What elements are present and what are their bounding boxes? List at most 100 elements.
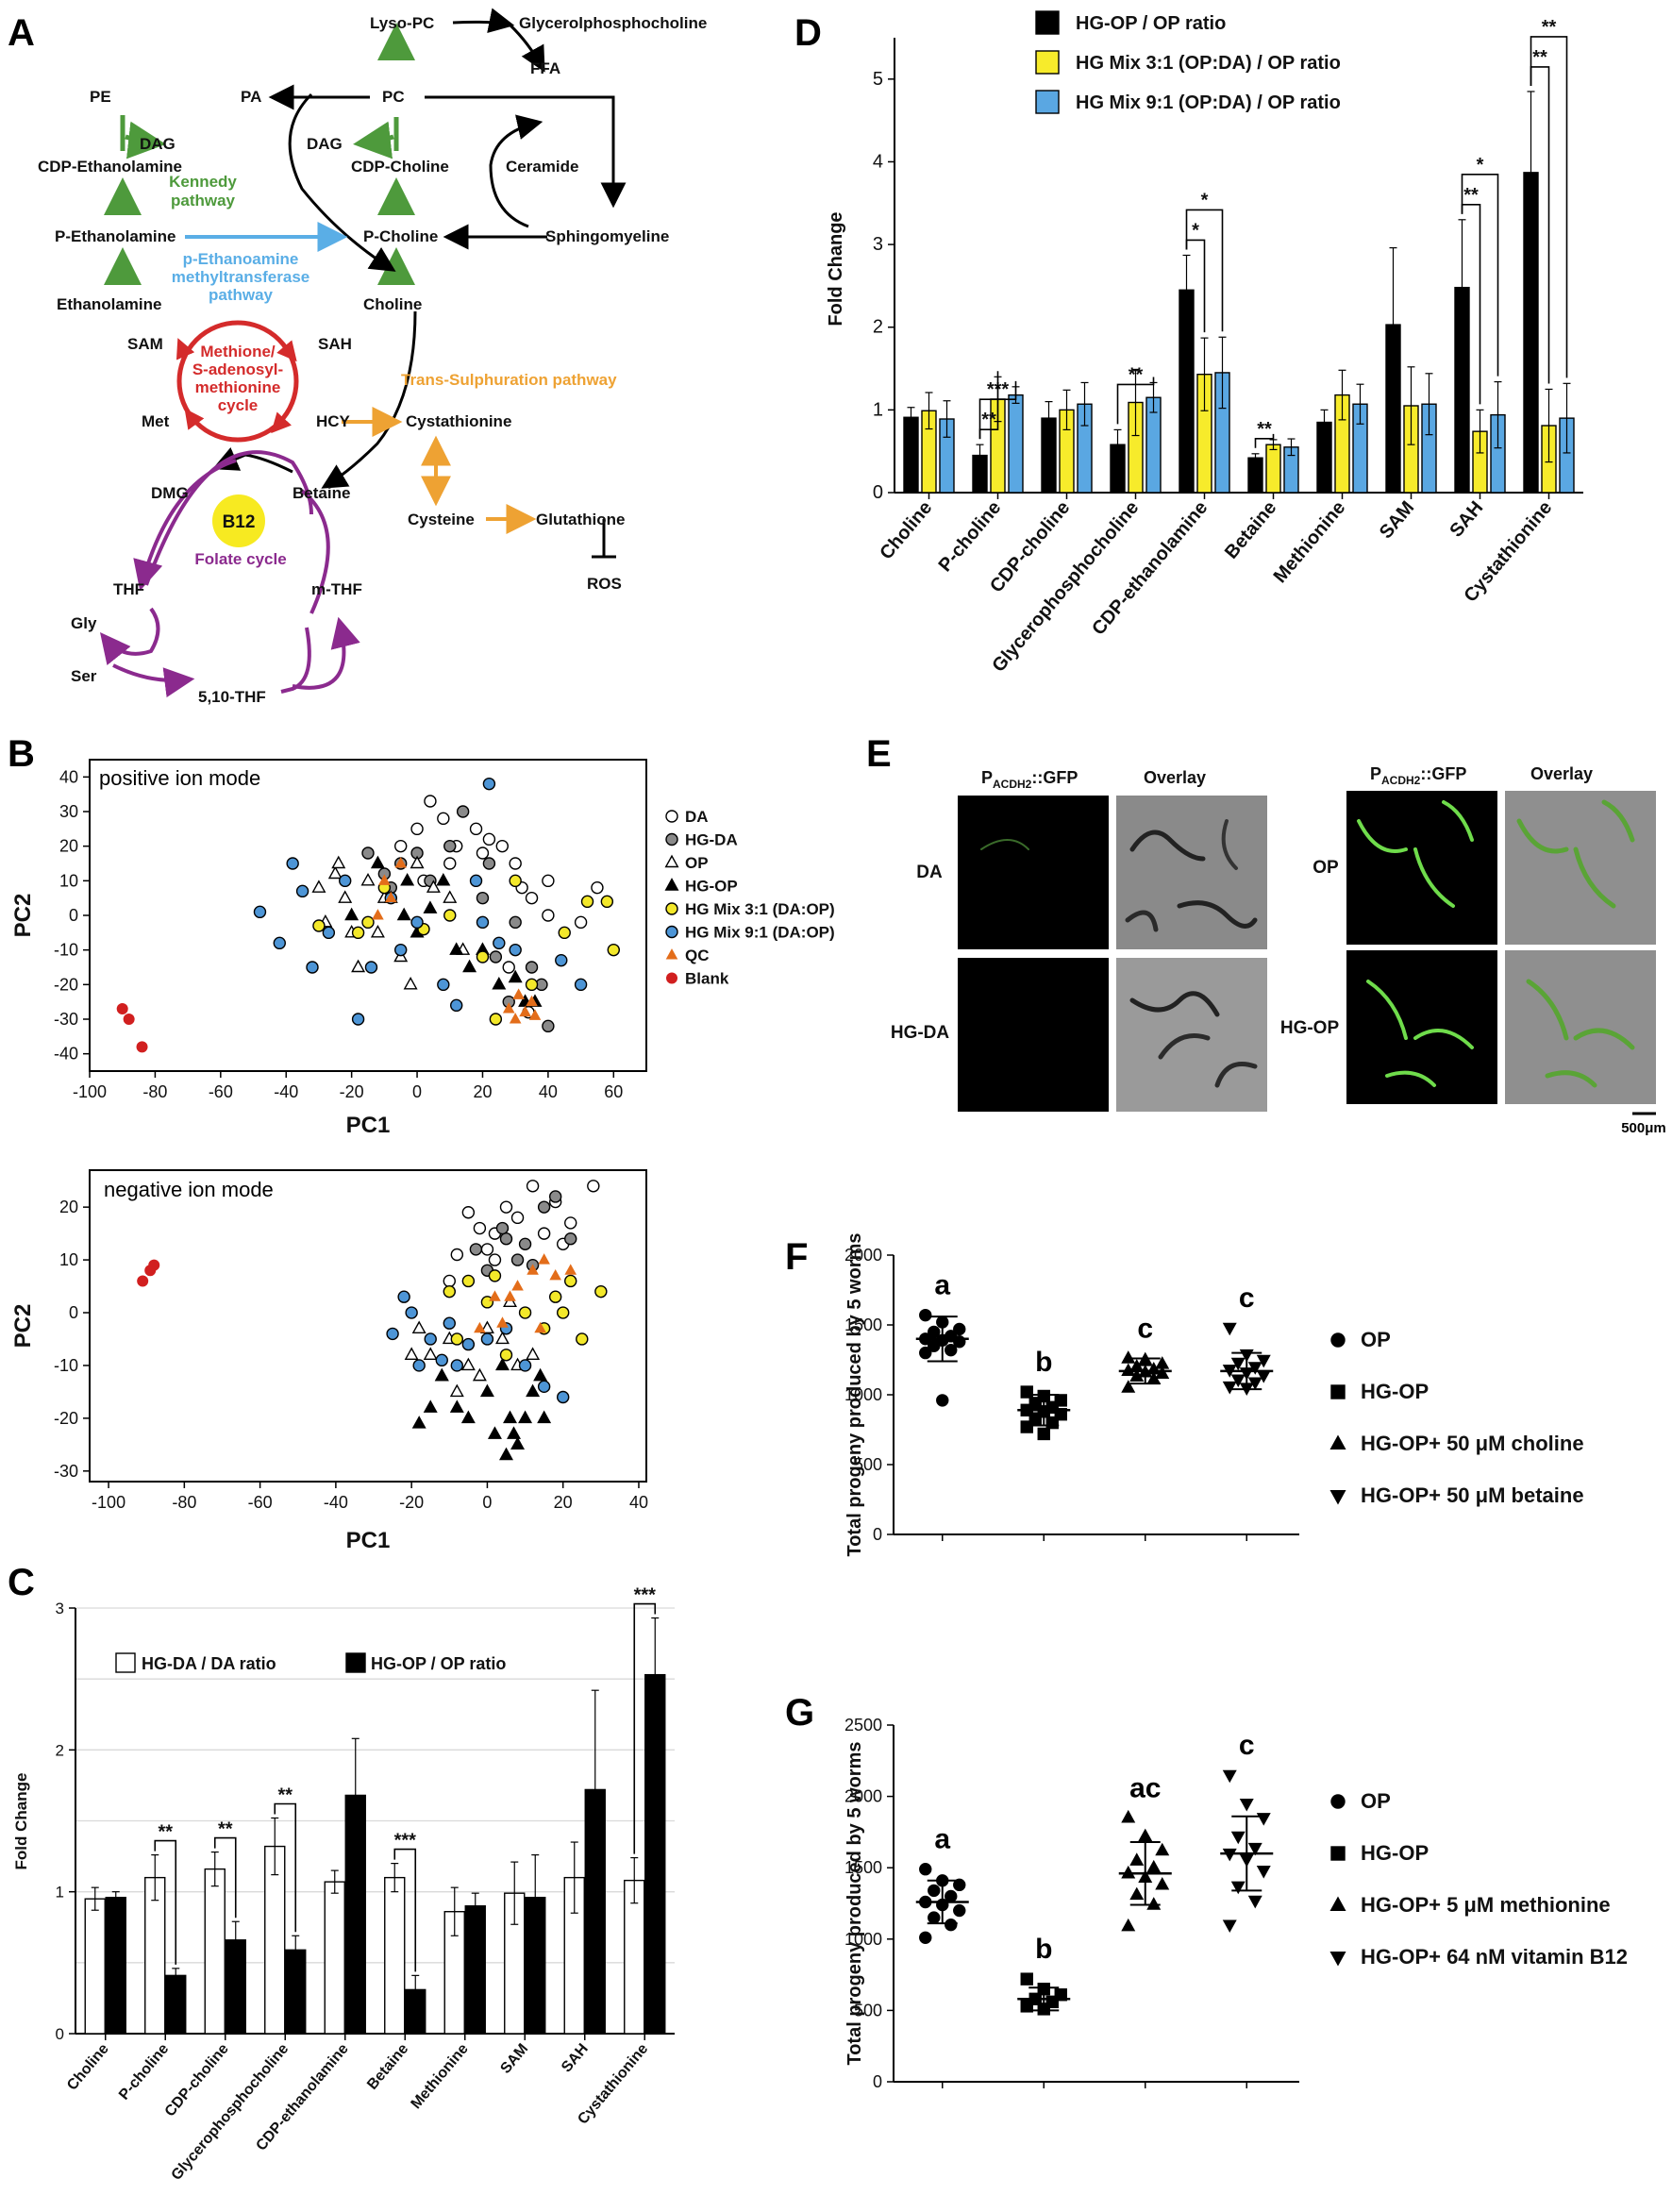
panel-f-letter: F <box>785 1236 808 1278</box>
significance-bracket <box>1185 209 1224 332</box>
label-folate-cycle: Folate cycle <box>194 550 286 568</box>
significance-bracket <box>978 371 999 440</box>
x-tick-label: P-choline <box>935 497 1006 576</box>
d-ylabel: Fold Change <box>826 211 846 326</box>
worm-shape <box>1129 830 1206 862</box>
x-tick-label: SAM <box>1376 497 1418 543</box>
pca-point <box>322 926 336 940</box>
y-tick-label: 2000 <box>844 1787 882 1806</box>
y-tick-label: 3 <box>56 1600 64 1617</box>
arrow-510thf-mthf <box>292 616 360 690</box>
significance-label: ** <box>218 1819 233 1840</box>
folate-arc-dmg <box>133 459 237 592</box>
pca-point <box>509 874 522 888</box>
legend-marker <box>1330 1846 1346 1861</box>
legend-label: HG-OP+ 64 nM vitamin B12 <box>1361 1945 1628 1969</box>
pca-point <box>331 855 346 869</box>
y-tick-label: 1 <box>56 1884 64 1902</box>
worm-shape <box>1545 1070 1597 1088</box>
pca-point <box>449 1399 464 1413</box>
node-m-thf: m-THF <box>311 580 362 598</box>
panel-b-letter: B <box>8 733 35 775</box>
legend-marker <box>666 972 677 984</box>
pca-point <box>504 1290 516 1301</box>
legend-label: HG-OP+ 5 μM methionine <box>1361 1893 1611 1917</box>
pca-point <box>476 950 490 964</box>
panel-e-letter: E <box>866 733 892 775</box>
dot-point <box>1239 1798 1254 1812</box>
pca-point <box>564 1274 577 1288</box>
pca-point <box>476 846 490 860</box>
pca-point <box>607 943 620 957</box>
pca-point <box>370 924 385 938</box>
pca-point <box>503 1410 517 1424</box>
legend-label: HG-OP <box>1361 1380 1429 1403</box>
legend-label: OP <box>685 854 709 872</box>
worm-shape <box>1526 979 1569 1041</box>
pca-point <box>489 1013 503 1026</box>
b12-circle <box>212 494 265 547</box>
panel-f-dot-plot: F 0 500 1000 1500 2000 a OP b HG-OP c HG-OP+ 50 μM… <box>785 1232 1584 1556</box>
dot-point <box>1020 1385 1033 1399</box>
node-pa: PA <box>241 88 261 106</box>
pca-point <box>253 905 267 919</box>
pca-point <box>548 1290 562 1303</box>
pca-point <box>351 959 366 973</box>
panel-c-letter: C <box>8 1562 35 1603</box>
e-img-hgop-gfp <box>1346 950 1497 1104</box>
panel-e-microscopy: E PACDH2::GFP Overlay PACDH2::GFP Overla… <box>866 733 1666 1136</box>
pca-point <box>558 926 571 940</box>
node-cdp-choline: CDP-Choline <box>351 158 449 176</box>
significance-label: ** <box>981 410 996 430</box>
y-tick-label: 2 <box>873 317 883 338</box>
pca-point <box>370 855 385 869</box>
chart-f: 0 500 1000 1500 2000 a OP b HG-OP c HG-OP+ 50 μM c… <box>844 1232 1584 1556</box>
dot-point <box>953 1878 966 1892</box>
pca-point <box>443 1274 456 1288</box>
group-letter: b <box>1035 1934 1052 1965</box>
x-tick-label: -80 <box>142 1082 167 1101</box>
x-tick-label: Methionine <box>409 2041 472 2113</box>
y-tick-label: 20 <box>59 1198 78 1216</box>
pca-point <box>587 1180 600 1193</box>
dot-point <box>953 1903 966 1918</box>
x-tick-label: 0 <box>412 1082 422 1101</box>
x-tick-label: 60 <box>604 1082 623 1101</box>
e-right-gfp-suffix: ::GFP <box>1420 764 1466 783</box>
node-ethanolamine: Ethanolamine <box>57 295 161 313</box>
bar <box>84 1898 106 2035</box>
node-dmg: DMG <box>151 484 189 502</box>
pca-point <box>509 943 522 957</box>
dot-point <box>1020 1972 1033 1986</box>
pca-point <box>555 953 568 967</box>
dot-point <box>919 1346 932 1360</box>
node-lysopc: Lyso-PC <box>370 14 434 32</box>
chart-g: 0 500 1000 1500 2000 2500 a OP b HG-OP ac HG-OP+ 5 … <box>844 1716 1628 2091</box>
legend-label: OP <box>1361 1328 1391 1351</box>
pca-point <box>480 1332 494 1346</box>
panel-a-letter: A <box>8 12 35 54</box>
pca-point <box>136 1041 148 1053</box>
pca-point <box>443 857 457 870</box>
dot-point <box>1230 1374 1246 1388</box>
c-legend-swatch-1 <box>345 1652 366 1673</box>
legend-label: HG-OP+ 50 μM choline <box>1361 1432 1584 1455</box>
x-tick-label: -60 <box>209 1082 233 1101</box>
pca-point <box>461 1206 476 1219</box>
pca-point <box>564 1264 577 1275</box>
e-row-hgop: HG-OP <box>1280 1018 1340 1038</box>
legend-marker <box>1329 1490 1346 1505</box>
d-legend-label: HG Mix 3:1 (OP:DA) / OP ratio <box>1076 53 1341 74</box>
dot-point <box>919 1931 932 1944</box>
pca-point <box>482 777 496 791</box>
dot-point <box>1222 1769 1237 1784</box>
dot-point <box>1138 1828 1153 1842</box>
y-tick-label: 1500 <box>844 1858 882 1877</box>
pca-legend: DA HG-DA OP HG-OP HG Mix 3:1 (DA:OP) HG Mix 9… <box>664 808 835 988</box>
pca-point <box>286 857 299 870</box>
folate-arc-betaine <box>144 450 313 586</box>
pca-point <box>488 1269 502 1282</box>
y-tick-label: 0 <box>873 2072 882 2091</box>
c-legend-swatch-0 <box>115 1652 136 1673</box>
pca-point <box>526 1347 541 1360</box>
